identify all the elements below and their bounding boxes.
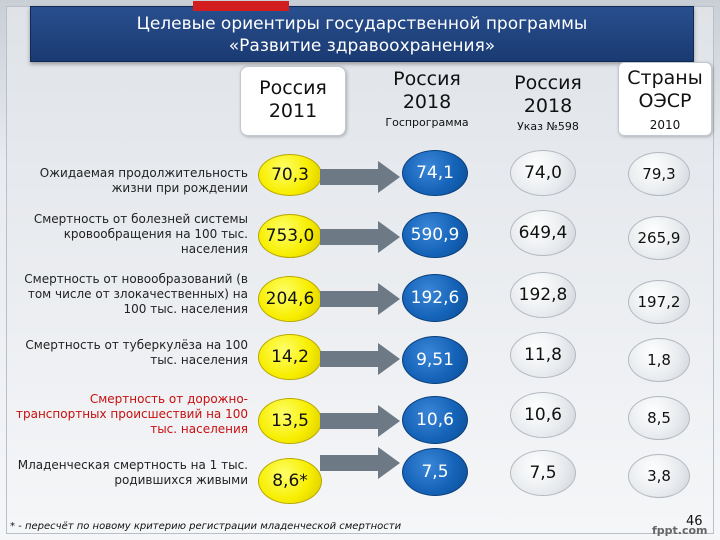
header-russia-2018-gp: Россия 2018 Госпрограмма [372, 68, 482, 130]
value-2018gp-tuberculosis: 9,51 [402, 336, 468, 384]
slide-title: Целевые ориентиры государственной програ… [31, 13, 693, 57]
row-label-road-accidents: Смертность от дорожно-транспортных проис… [16, 392, 248, 436]
value-2011-life-expectancy: 70,3 [258, 154, 322, 196]
row-label-tuberculosis: Смертность от туберкулёза на 100 тыс. на… [25, 338, 248, 367]
arrow-right-icon [320, 405, 400, 437]
row-label-cardiovascular: Смертность от болезней системы кровообра… [33, 212, 248, 256]
slide-title-line2: «Развитие здравоохранения» [228, 36, 496, 56]
header-russia-2018-ukaz: Россия 2018 Указ №598 [496, 72, 600, 134]
value-2018ukaz-cardiovascular: 649,4 [510, 210, 576, 256]
value-2011-road-accidents: 13,5 [258, 398, 322, 444]
row-label-life-expectancy: Ожидаемая продолжительность жизни при ро… [39, 166, 248, 195]
value-oecd-infant-mortality: 3,8 [628, 454, 690, 498]
header-sub: Указ №598 [517, 120, 579, 133]
header-line2: 2011 [268, 100, 318, 122]
header-oecd-box: Страны ОЭСР 2010 [618, 62, 712, 136]
header-russia-2011: Россия 2011 [241, 77, 345, 123]
slide-title-line1: Целевые ориентиры государственной програ… [136, 14, 588, 34]
arrow-right-icon [320, 161, 400, 193]
value-oecd-neoplasms: 197,2 [628, 280, 690, 324]
title-bar: Целевые ориентиры государственной програ… [30, 1, 694, 62]
value-2018gp-life-expectancy: 74,1 [402, 150, 468, 196]
value-oecd-road-accidents: 8,5 [628, 396, 690, 440]
value-2018ukaz-neoplasms: 192,8 [510, 272, 576, 318]
footnote: * - пересчёт по новому критерию регистра… [10, 521, 402, 532]
page-number: 46 [686, 514, 703, 529]
arrow-right-icon [320, 343, 400, 375]
value-2011-cardiovascular: 753,0 [258, 214, 322, 258]
arrow-right-icon [320, 283, 400, 315]
value-2011-tuberculosis: 14,2 [258, 334, 322, 380]
arrow-right-icon [320, 447, 400, 479]
header-line2: ОЭСР [638, 90, 692, 112]
value-2018ukaz-road-accidents: 10,6 [510, 392, 576, 438]
value-2011-neoplasms: 204,6 [258, 276, 322, 322]
title-accent-tab [193, 1, 289, 11]
header-line2: 2018 [523, 95, 573, 117]
row-label-neoplasms: Смертность от новообразований (в том чис… [24, 272, 248, 316]
value-2011-infant-mortality: 8,6* [258, 458, 322, 504]
value-oecd-tuberculosis: 1,8 [628, 338, 690, 382]
row-label-infant-mortality: Младенческая смертность на 1 тыс. родивш… [17, 458, 248, 487]
header-russia-2011-box: Россия 2011 [240, 66, 346, 136]
value-2018ukaz-infant-mortality: 7,5 [510, 450, 576, 496]
value-oecd-cardiovascular: 265,9 [628, 216, 690, 260]
header-oecd: Страны ОЭСР 2010 [619, 67, 711, 133]
value-2018gp-infant-mortality: 7,5 [402, 448, 468, 496]
header-line1: Россия [393, 68, 461, 90]
arrow-right-icon [320, 221, 400, 253]
header-line1: Россия [514, 72, 582, 94]
value-2018gp-neoplasms: 192,6 [402, 274, 468, 322]
watermark: fppt.com [652, 524, 708, 537]
value-2018gp-cardiovascular: 590,9 [402, 212, 468, 258]
value-2018gp-road-accidents: 10,6 [402, 396, 468, 444]
header-sub: 2010 [649, 118, 681, 132]
header-sub: Госпрограмма [385, 116, 469, 129]
header-line1: Страны [627, 67, 703, 89]
slide-frame [6, 6, 714, 534]
header-line2: 2018 [402, 91, 452, 113]
value-2018ukaz-life-expectancy: 74,0 [510, 150, 576, 196]
header-line1: Россия [259, 77, 327, 99]
value-2018ukaz-tuberculosis: 11,8 [510, 332, 576, 378]
value-oecd-life-expectancy: 79,3 [628, 152, 690, 196]
